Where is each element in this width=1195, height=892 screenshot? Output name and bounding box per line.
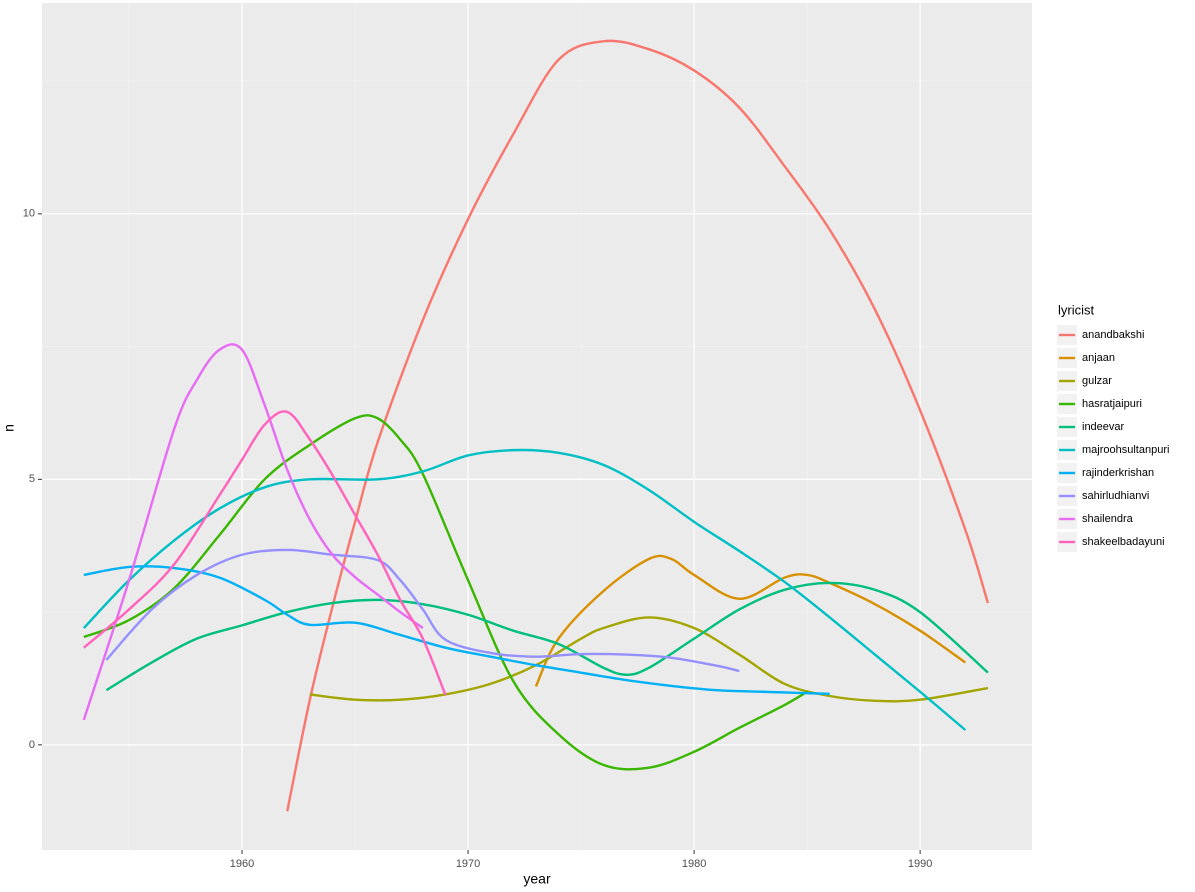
legend-label: majroohsultanpuri xyxy=(1082,444,1169,456)
legend-label: gulzar xyxy=(1082,375,1112,387)
line xyxy=(105,581,989,692)
legend-label: rajinderkrishan xyxy=(1082,467,1154,479)
x-tick-label: 1990 xyxy=(908,858,932,870)
legend-label: anandbakshi xyxy=(1082,329,1144,341)
line xyxy=(83,410,447,696)
x-tick-label: 1970 xyxy=(456,858,480,870)
line xyxy=(82,448,967,731)
legend-label: sahirludhianvi xyxy=(1082,490,1149,502)
legend-label: shakeelbadayuni xyxy=(1082,536,1165,548)
line xyxy=(534,554,967,687)
panel xyxy=(42,3,1032,850)
line xyxy=(82,343,424,721)
line xyxy=(83,414,808,771)
legend-label: hasratjaipuri xyxy=(1082,398,1142,410)
line xyxy=(286,39,990,812)
legend-label: anjaan xyxy=(1082,352,1115,364)
y-tick-label: 10 xyxy=(23,208,35,220)
x-axis-title: year xyxy=(523,871,551,887)
line xyxy=(105,548,740,673)
y-axis-title: n xyxy=(1,424,17,432)
legend-title: lyricist xyxy=(1058,302,1094,317)
x-tick-label: 1980 xyxy=(682,858,706,870)
legend-label: indeevar xyxy=(1082,421,1125,433)
legend-label: shailendra xyxy=(1082,513,1134,525)
line xyxy=(309,616,989,703)
y-tick-label: 5 xyxy=(29,473,35,485)
x-tick-label: 1960 xyxy=(230,858,254,870)
y-tick-label: 0 xyxy=(29,739,35,751)
